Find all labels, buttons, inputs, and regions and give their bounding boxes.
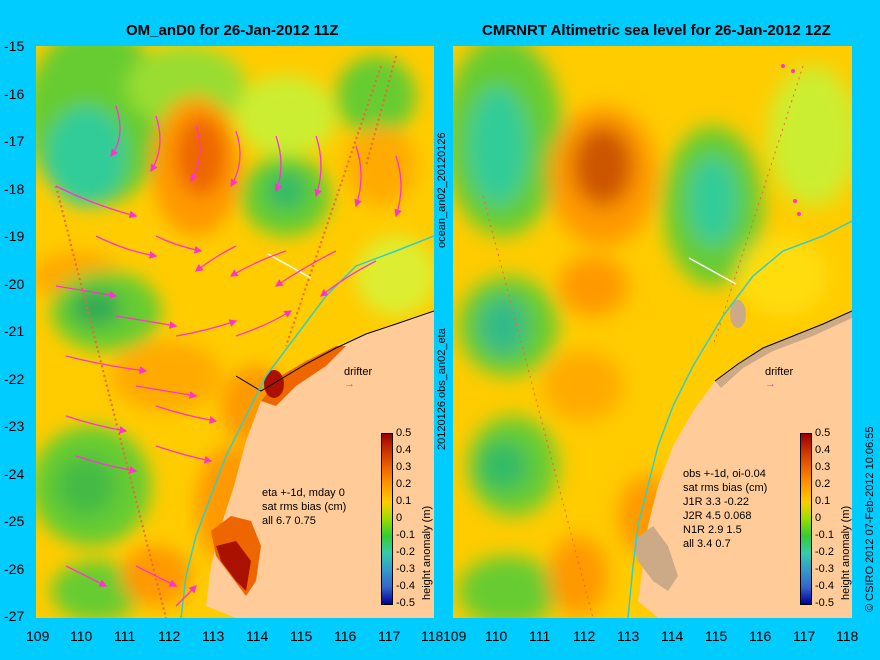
colorbar-label: height anomaly (m) [421, 505, 433, 600]
right-map-field [453, 46, 852, 618]
x-tick: 110 [70, 628, 93, 644]
colorbar-tick: -0.5 [815, 597, 834, 609]
stats-line: N1R 2.9 1.5 [683, 524, 742, 536]
x-tick: 118 [836, 628, 859, 644]
stats-line: eta +-1d, mday 0 [262, 487, 345, 499]
colorbar-tick: -0.2 [396, 546, 415, 558]
colorbar-tick: 0.1 [396, 495, 412, 507]
left-stats-box: eta +-1d, mday 0 sat rms bias (cm) all 6… [262, 486, 346, 528]
x-tick: 111 [114, 628, 136, 644]
left-map-field [36, 46, 434, 618]
stats-line: obs +-1d, oi-0.04 [683, 468, 766, 480]
colorbar-tick: 0 [396, 512, 403, 524]
right-colorbar-strip [800, 433, 812, 605]
colorbar-tick: 0.3 [815, 461, 831, 473]
x-tick: 116 [749, 628, 772, 644]
drifter-arrow-icon: → [344, 378, 355, 390]
colorbar-tick: -0.1 [396, 529, 415, 541]
colorbar-tick: -0.3 [815, 563, 834, 575]
right-stats-box: obs +-1d, oi-0.04 sat rms bias (cm) J1R … [683, 467, 767, 551]
x-tick: 116 [334, 628, 357, 644]
y-tick: -24 [4, 466, 25, 482]
colorbar-tick: 0 [815, 512, 822, 524]
drifter-label: drifter [765, 366, 794, 378]
y-tick: -21 [4, 323, 25, 339]
colorbar-tick: 0.4 [815, 444, 831, 456]
x-tick: 115 [705, 628, 728, 644]
colorbar-label: height anomaly (m) [840, 505, 852, 600]
right-map-title: CMRNRT Altimetric sea level for 26-Jan-2… [482, 22, 831, 39]
y-tick: -17 [4, 133, 25, 149]
y-tick: -27 [4, 608, 25, 624]
x-tick: 112 [158, 628, 181, 644]
y-tick: -19 [4, 228, 25, 244]
colorbar-tick: -0.1 [815, 529, 834, 541]
right-drifter-label: drifter → [765, 366, 793, 390]
x-tick: 111 [529, 628, 551, 644]
stats-line: J2R 4.5 0.068 [683, 510, 752, 522]
x-tick: 112 [573, 628, 596, 644]
drifter-label: drifter [344, 366, 373, 378]
right-side-label: 20120126.obs_an02_eta [436, 328, 448, 450]
colorbar-tick: -0.4 [396, 580, 415, 592]
colorbar-tick: -0.2 [815, 546, 834, 558]
right-map: obs +-1d, oi-0.04 sat rms bias (cm) J1R … [453, 46, 852, 618]
stats-line: J1R 3.3 -0.22 [683, 496, 750, 508]
x-tick: 110 [485, 628, 508, 644]
x-tick: 109 [26, 628, 50, 644]
y-tick: -22 [4, 371, 25, 387]
y-tick: -18 [4, 181, 25, 197]
y-tick: -15 [4, 38, 25, 54]
left-colorbar-strip [381, 433, 393, 605]
stats-line: sat rms bias (cm) [262, 501, 347, 513]
colorbar-tick: 0.1 [815, 495, 831, 507]
colorbar-tick: 0.5 [815, 427, 831, 439]
colorbar-tick: 0.5 [396, 427, 412, 439]
left-drifter-label: drifter → [344, 366, 372, 390]
x-tick: 117 [378, 628, 401, 644]
left-map: eta +-1d, mday 0 sat rms bias (cm) all 6… [36, 46, 434, 618]
x-tick: 115 [290, 628, 313, 644]
y-tick: -20 [4, 276, 25, 292]
drifter-arrow-icon: → [765, 378, 776, 390]
y-tick: -26 [4, 561, 25, 577]
y-tick: -16 [4, 86, 25, 102]
colorbar-tick: -0.5 [396, 597, 415, 609]
colorbar-tick: 0.4 [396, 444, 412, 456]
y-tick: -25 [4, 513, 25, 529]
stats-line: sat rms bias (cm) [683, 482, 768, 494]
left-side-label: ocean_an02_20120126 [436, 132, 448, 248]
copyright-text: © CSIRO 2012 07-Feb-2012 10:06:55 [864, 426, 876, 612]
x-tick: 113 [617, 628, 640, 644]
colorbar-tick: 0.2 [815, 478, 831, 490]
x-tick: 109 [443, 628, 467, 644]
x-tick: 114 [246, 628, 269, 644]
colorbar-tick: -0.3 [396, 563, 415, 575]
x-tick: 113 [202, 628, 225, 644]
left-map-title: OM_anD0 for 26-Jan-2012 11Z [126, 22, 339, 39]
y-tick: -23 [4, 418, 25, 434]
x-tick: 117 [793, 628, 816, 644]
colorbar-tick: 0.2 [396, 478, 412, 490]
colorbar-tick: -0.4 [815, 580, 834, 592]
x-tick: 114 [661, 628, 684, 644]
x-tick: 118 [421, 628, 444, 644]
stats-line: all 3.4 0.7 [683, 538, 731, 550]
stats-line: all 6.7 0.75 [262, 515, 316, 527]
colorbar-tick: 0.3 [396, 461, 412, 473]
